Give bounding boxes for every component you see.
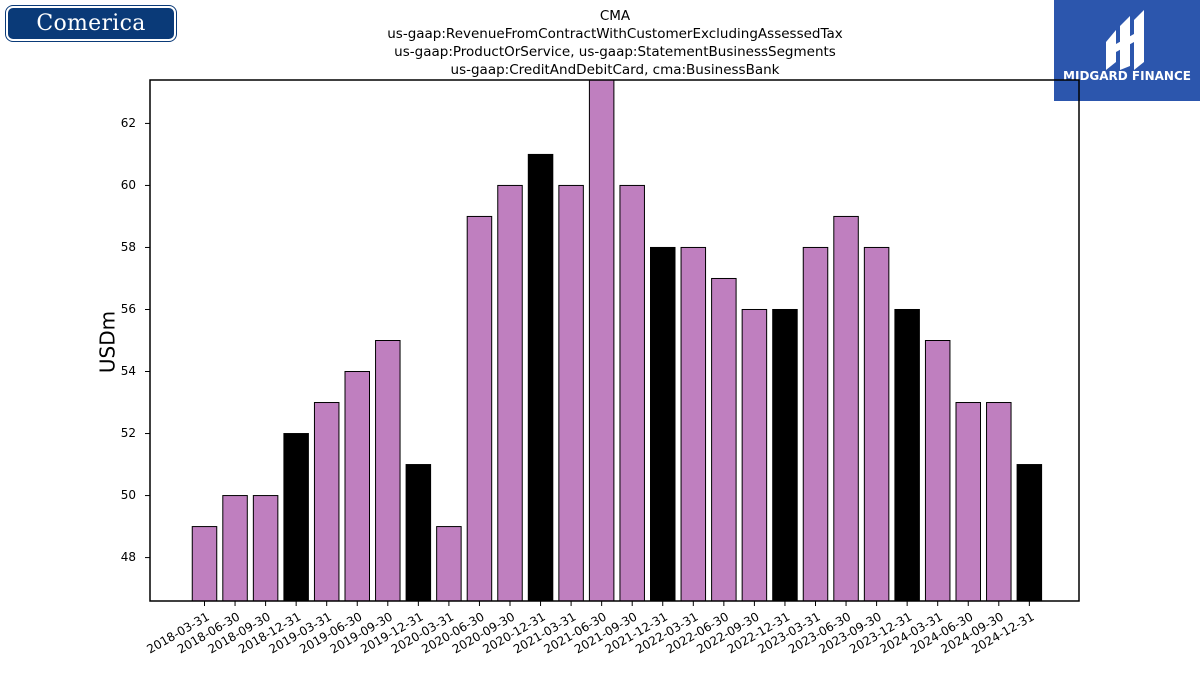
bar — [833, 215, 859, 602]
bar — [619, 184, 645, 602]
bar — [344, 371, 370, 602]
bar — [863, 246, 890, 602]
chart-title-line: CMA — [599, 8, 631, 24]
bar — [650, 246, 676, 602]
chart-title-line: us-gaap:CreditAndDebitCard, cma:Business… — [450, 62, 780, 78]
comerica-logo-lettering: Comerica — [36, 11, 146, 36]
bar — [283, 433, 309, 602]
midgard-finance-logo-lettering: MIDGARD FINANCE — [1063, 69, 1191, 83]
bar — [375, 340, 401, 602]
y-tick-label: 56 — [121, 302, 136, 316]
bar — [436, 526, 462, 602]
bar — [191, 526, 218, 602]
comerica-logo: Comerica — [5, 5, 177, 42]
bar — [527, 153, 554, 602]
y-tick-label: 60 — [121, 178, 136, 192]
y-tick-label: 54 — [121, 364, 136, 378]
bar — [252, 495, 279, 602]
chart-title: CMA us-gaap:RevenueFromContractWithCusto… — [300, 7, 930, 79]
plot-area-frame — [149, 79, 1080, 602]
y-tick-label: 58 — [121, 240, 136, 254]
y-tick-label: 48 — [121, 550, 136, 564]
y-tick-label: 50 — [121, 488, 136, 502]
chart-title-line: us-gaap:RevenueFromContractWithCustomerE… — [387, 26, 843, 42]
bar — [405, 464, 432, 602]
bar — [924, 340, 951, 602]
chart-title-line: us-gaap:ProductOrService, us-gaap:Statem… — [394, 44, 836, 60]
bar — [894, 308, 920, 602]
y-tick-label: 62 — [121, 116, 136, 130]
bar — [1016, 464, 1043, 602]
x-axis: 2018-03-312018-06-302018-09-302018-12-31… — [144, 601, 1037, 657]
bar — [466, 215, 493, 602]
y-axis-label: USDm — [96, 311, 120, 373]
bar — [772, 308, 798, 602]
bars-group — [191, 79, 1043, 602]
bar — [497, 184, 523, 602]
y-axis: 48 50 52 54 56 58 60 62 — [121, 116, 150, 564]
midgard-finance-logo: MIDGARD FINANCE — [1054, 0, 1200, 101]
bar — [741, 308, 768, 602]
bar — [711, 277, 737, 602]
bar — [802, 246, 829, 602]
bar — [558, 184, 584, 602]
midgard-finance-logo-mark — [1106, 10, 1144, 70]
y-tick-label: 52 — [121, 426, 136, 440]
bar — [680, 246, 707, 602]
bar — [955, 402, 981, 602]
bar — [222, 495, 248, 602]
bar — [588, 79, 615, 602]
bar — [313, 402, 340, 602]
bar — [986, 402, 1012, 602]
